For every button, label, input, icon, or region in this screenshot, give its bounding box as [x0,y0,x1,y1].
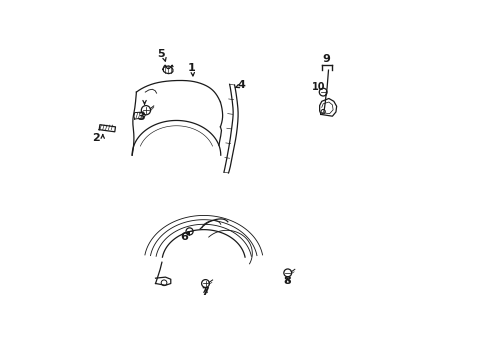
Text: 10: 10 [311,82,325,92]
Text: 1: 1 [188,63,196,73]
Text: 7: 7 [201,287,208,297]
Text: 6: 6 [180,233,188,242]
Text: 2: 2 [92,133,100,143]
Text: 5: 5 [157,49,164,59]
Text: 3: 3 [137,112,144,122]
Text: 9: 9 [322,54,329,64]
Text: 8: 8 [283,276,290,286]
Text: 4: 4 [237,80,244,90]
